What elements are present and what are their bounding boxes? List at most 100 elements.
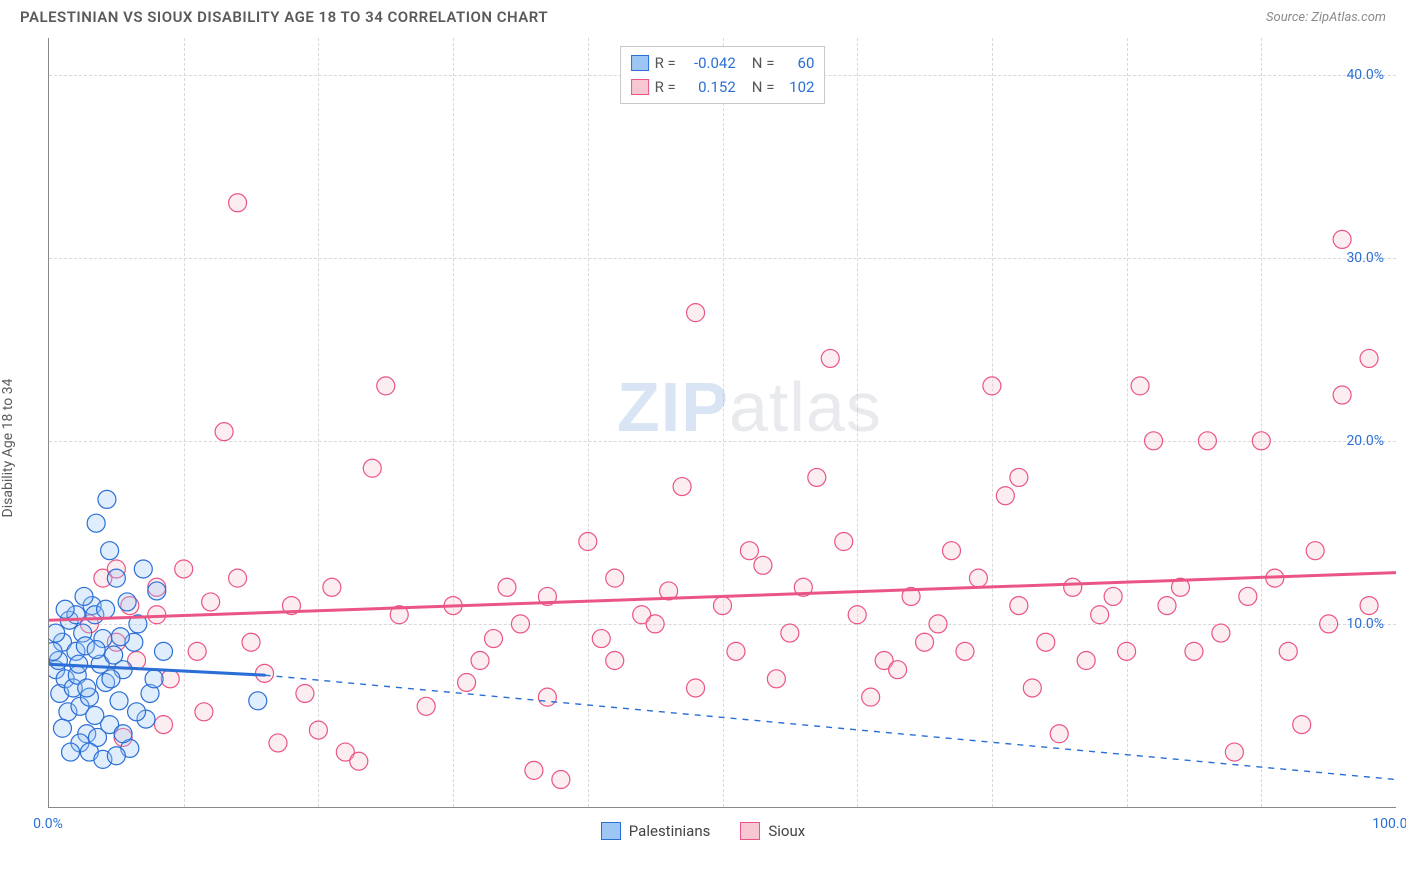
corr-swatch-0 [631,55,649,71]
scatter-point [1293,716,1311,734]
plot-area: ZIPatlas R = -0.042 N = 60 R = 0.152 N =… [48,38,1396,808]
scatter-svg [49,38,1396,807]
scatter-point [145,670,163,688]
scatter-point [1064,578,1082,596]
scatter-point [956,642,974,660]
trend-line-extrapolated [265,675,1396,779]
scatter-point [188,642,206,660]
scatter-point [714,597,732,615]
scatter-point [107,747,125,765]
scatter-point [754,556,772,574]
scatter-point [175,560,193,578]
scatter-point [1239,587,1257,605]
scatter-point [1010,468,1028,486]
scatter-point [309,721,327,739]
scatter-point [86,706,104,724]
scatter-point [1333,230,1351,248]
correlation-box: R = -0.042 N = 60 R = 0.152 N = 102 [620,46,826,104]
scatter-point [417,697,435,715]
legend-label-0: Palestinians [629,822,711,840]
scatter-point [767,670,785,688]
scatter-point [154,716,172,734]
scatter-point [471,652,489,670]
chart-outer: Disability Age 18 to 34 ZIPatlas R = -0.… [0,30,1406,850]
scatter-point [942,542,960,560]
scatter-point [592,630,610,648]
scatter-point [552,771,570,789]
scatter-point [1225,743,1243,761]
scatter-point [916,633,934,651]
scatter-point [781,624,799,642]
scatter-point [983,377,1001,395]
scatter-point [323,578,341,596]
x-tick-label: 100.0% [1372,816,1406,832]
scatter-point [1104,587,1122,605]
scatter-point [1279,642,1297,660]
chart-title: PALESTINIAN VS SIOUX DISABILITY AGE 18 T… [20,8,548,26]
scatter-point [256,664,274,682]
scatter-point [1320,615,1338,633]
corr-row-1: R = 0.152 N = 102 [631,75,815,99]
scatter-point [49,642,62,660]
scatter-point [53,719,71,737]
scatter-point [727,642,745,660]
scatter-point [111,628,129,646]
corr-row-0: R = -0.042 N = 60 [631,51,815,75]
legend-swatch-0 [601,822,621,840]
scatter-point [889,661,907,679]
legend-swatch-1 [740,822,760,840]
scatter-point [969,569,987,587]
legend-label-1: Sioux [768,822,805,840]
scatter-point [148,582,166,600]
scatter-point [458,673,476,691]
legend-item-0: Palestinians [601,822,711,840]
scatter-point [862,688,880,706]
scatter-point [75,587,93,605]
chart-header: PALESTINIAN VS SIOUX DISABILITY AGE 18 T… [0,0,1406,30]
scatter-point [161,670,179,688]
scatter-point [606,652,624,670]
scatter-point [848,606,866,624]
scatter-point [110,692,128,710]
scatter-point [154,642,172,660]
scatter-point [107,569,125,587]
scatter-point [687,304,705,322]
scatter-point [996,487,1014,505]
scatter-point [134,560,152,578]
scatter-point [740,542,758,560]
scatter-point [673,478,691,496]
scatter-point [56,600,74,618]
scatter-point [114,725,132,743]
scatter-point [808,468,826,486]
scatter-point [195,703,213,721]
scatter-point [1306,542,1324,560]
scatter-point [1077,652,1095,670]
scatter-point [1333,386,1351,404]
legend-item-1: Sioux [740,822,805,840]
scatter-point [606,569,624,587]
scatter-point [821,349,839,367]
scatter-point [229,569,247,587]
scatter-point [1212,624,1230,642]
scatter-point [118,593,136,611]
scatter-point [1145,432,1163,450]
scatter-point [1131,377,1149,395]
chart-source: Source: ZipAtlas.com [1266,10,1386,25]
scatter-point [363,459,381,477]
corr-swatch-1 [631,79,649,95]
scatter-point [1360,597,1378,615]
scatter-point [350,752,368,770]
scatter-point [101,542,119,560]
scatter-point [1091,606,1109,624]
scatter-point [929,615,947,633]
scatter-point [1158,597,1176,615]
scatter-point [511,615,529,633]
scatter-point [269,734,287,752]
scatter-point [687,679,705,697]
scatter-point [525,761,543,779]
scatter-point [62,743,80,761]
scatter-point [1185,642,1203,660]
scatter-point [87,641,105,659]
scatter-point [377,377,395,395]
scatter-point [835,533,853,551]
